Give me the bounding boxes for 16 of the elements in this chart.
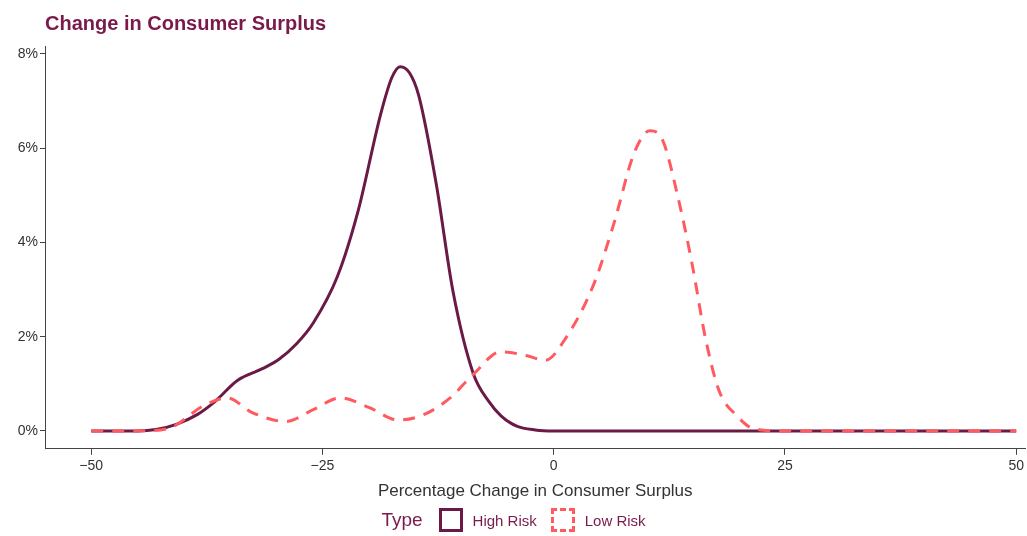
line-series xyxy=(89,129,1018,433)
y-tick-label: 0% xyxy=(17,421,38,438)
y-tick-label: 6% xyxy=(17,139,38,156)
chart-title: Change in Consumer Surplus xyxy=(45,12,327,35)
y-tick-label: 2% xyxy=(17,327,38,344)
x-tick-label: −25 xyxy=(310,457,335,474)
legend-label: High Risk xyxy=(472,511,537,529)
x-tick-label: 50 xyxy=(1008,457,1025,474)
legend-title: Type xyxy=(381,509,423,531)
x-axis-title: Percentage Change in Consumer Surplus xyxy=(377,481,693,501)
x-tick-label: −50 xyxy=(79,457,104,474)
y-tick-label: 8% xyxy=(17,44,38,61)
x-tick-label: 0 xyxy=(549,457,558,474)
x-tick-label: 25 xyxy=(777,457,793,474)
legend-label: Low Risk xyxy=(584,511,646,529)
y-tick-label: 4% xyxy=(17,233,38,250)
